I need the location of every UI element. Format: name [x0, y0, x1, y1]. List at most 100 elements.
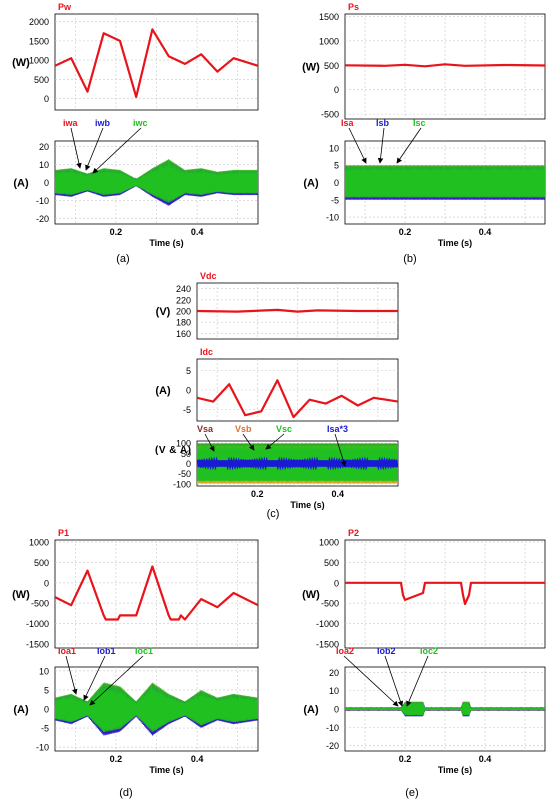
y-tick-label: 0: [186, 459, 191, 469]
y-tick-label: -10: [36, 743, 49, 753]
phase-waveform: [345, 701, 545, 717]
data-point: [135, 96, 137, 98]
y-tick-label: 0: [44, 178, 49, 188]
data-point: [233, 57, 235, 59]
legend-arrow: [83, 655, 106, 701]
data-point: [422, 592, 424, 594]
data-point: [357, 404, 359, 407]
data-point: [397, 401, 398, 403]
legend-label: iwb: [95, 118, 111, 128]
legend-arrow: [65, 655, 78, 695]
y-tick-label: 5: [334, 161, 339, 171]
y-tick-label: -5: [183, 405, 191, 415]
y-tick-label: -10: [326, 723, 339, 733]
data-point: [233, 592, 235, 594]
y-tick-label: -500: [321, 110, 339, 120]
x-tick-label: 0.4: [191, 754, 204, 764]
x-tick-label: 0.2: [399, 754, 412, 764]
chart-is: -10 -5 0 5 10 (A) Isa Isb Isc 0.2 0.4 Time (s): [303, 118, 546, 248]
y-axis-label: (W): [12, 589, 30, 601]
x-axis-label: Time (s): [438, 238, 472, 248]
y-tick-label: 500: [324, 61, 339, 71]
phase-waveform: [55, 159, 258, 203]
y-tick-label: 0: [44, 705, 49, 715]
data-point: [384, 65, 386, 67]
legend-arrow: [334, 433, 347, 467]
y-tick-label: 500: [34, 75, 49, 85]
legend-label: Ioc1: [135, 646, 153, 656]
chart-title: P1: [58, 528, 69, 538]
data-point: [228, 383, 230, 385]
y-tick-label: -10: [326, 213, 339, 223]
y-tick-label: 50: [181, 449, 191, 459]
data-point: [200, 53, 202, 55]
legend-arrow: [406, 655, 429, 707]
legend-label: iwc: [133, 118, 148, 128]
y-tick-label: 10: [39, 160, 49, 170]
data-point: [200, 598, 202, 600]
data-point: [86, 569, 89, 572]
panel-label: (d): [119, 787, 132, 799]
y-axis-label: (W): [302, 62, 320, 74]
legend-arrow: [85, 127, 104, 171]
data-point: [402, 594, 404, 596]
y-tick-label: 0: [334, 578, 339, 588]
data-point: [170, 618, 172, 621]
phase-waveform: [197, 456, 398, 471]
legend-arrow: [348, 127, 367, 164]
data-point: [292, 416, 295, 418]
data-point: [444, 63, 446, 65]
chart-io1: -10 -5 0 5 10 (A) Ioa1 Iob1 Ioc1 0.2 0.4 Time (s): [13, 646, 259, 775]
x-tick-label: 0.2: [399, 227, 412, 237]
legend-arrow: [242, 433, 255, 451]
y-tick-label: -1500: [316, 639, 339, 649]
y-tick-label: -10: [36, 196, 49, 206]
legend-arrow: [377, 127, 385, 164]
y-tick-label: 200: [176, 307, 191, 317]
y-tick-label: 220: [176, 295, 191, 305]
legend-label: Vsb: [235, 424, 252, 434]
panel-label: (b): [403, 253, 416, 265]
chart-io2: -20 -10 0 10 20 (A) Ioa2 Iob2 Ioc2 0.2 0.4 Time (s): [303, 646, 546, 775]
legend-arrow: [384, 655, 404, 707]
y-tick-label: 0: [334, 705, 339, 715]
data-point: [244, 414, 246, 416]
data-point: [55, 596, 56, 598]
data-point: [544, 582, 545, 584]
legend-label: Ioa2: [336, 646, 354, 656]
y-tick-label: 500: [324, 558, 339, 568]
data-point: [257, 604, 258, 606]
data-point: [236, 310, 238, 313]
y-tick-label: -500: [31, 599, 49, 609]
chart-title: P2: [348, 528, 359, 538]
data-point: [373, 397, 375, 399]
y-tick-label: 100: [176, 439, 191, 449]
y-tick-label: 0: [44, 578, 49, 588]
x-axis-label: Time (s): [290, 500, 324, 510]
chart-iw: -20 -10 0 10 20 (A) iwa iwb iwc 0.2 0.4 Time (s): [13, 118, 259, 248]
y-axis-label: (V): [156, 306, 171, 318]
data-point: [135, 614, 137, 616]
chart-p2: -1500 -1000 -500 0 500 1000 (W) P2: [302, 528, 546, 649]
y-tick-label: 10: [39, 666, 49, 676]
data-point: [317, 309, 319, 312]
legend-label: Ioa1: [58, 646, 76, 656]
data-point: [357, 310, 359, 312]
y-tick-label: -1000: [316, 619, 339, 629]
y-tick-label: 10: [329, 686, 339, 696]
chart-pw: 0 500 1000 1500 2000 (W) Pw: [12, 2, 259, 111]
panel-label: (e): [405, 787, 418, 799]
y-tick-label: 20: [329, 668, 339, 678]
data-point: [105, 618, 107, 621]
data-point: [151, 28, 154, 30]
data-point: [184, 63, 186, 65]
chart-title: Ps: [348, 2, 359, 12]
legend-arrow: [265, 433, 285, 450]
data-point: [325, 402, 327, 405]
chart-title: Vdc: [200, 271, 217, 281]
data-point: [216, 71, 218, 73]
y-tick-label: -20: [36, 214, 49, 224]
